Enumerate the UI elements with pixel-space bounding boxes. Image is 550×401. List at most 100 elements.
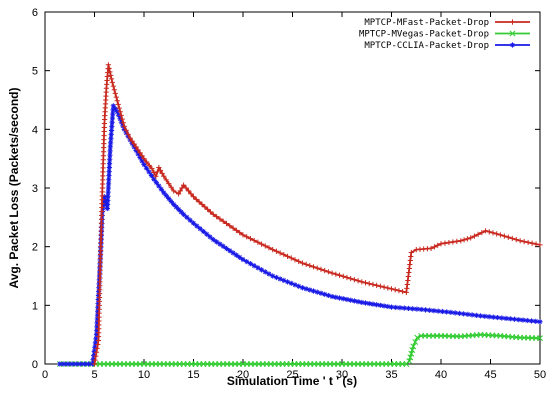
data-point	[414, 334, 421, 341]
y-tick-label: 6	[32, 7, 38, 19]
data-point	[220, 243, 226, 249]
data-point	[194, 223, 200, 229]
data-point	[329, 270, 335, 276]
data-point	[296, 258, 302, 265]
data-point	[292, 257, 298, 263]
data-point	[227, 248, 233, 254]
data-point	[322, 267, 328, 274]
data-point	[452, 310, 458, 316]
data-point	[277, 250, 283, 256]
data-point	[73, 361, 79, 367]
data-point	[255, 239, 261, 245]
legend-entry: MPTCP-CCLIA-Packet-Drop	[364, 41, 530, 51]
data-point	[479, 229, 485, 236]
data-point	[446, 239, 452, 246]
data-point	[344, 274, 350, 281]
data-point	[303, 261, 309, 267]
data-point	[108, 127, 115, 134]
data-point	[158, 186, 164, 192]
data-point	[410, 306, 416, 312]
data-point	[108, 140, 114, 146]
data-point	[307, 262, 313, 269]
data-point	[109, 115, 116, 121]
data-point	[486, 314, 492, 320]
data-point	[108, 132, 114, 138]
data-point	[110, 103, 116, 109]
data-point	[91, 353, 97, 359]
data-point	[171, 188, 177, 194]
data-point	[351, 298, 357, 304]
data-point	[190, 194, 197, 200]
y-tick-label: 0	[32, 359, 38, 371]
data-point	[95, 296, 101, 303]
data-point	[513, 237, 519, 243]
data-point	[407, 354, 414, 361]
legend-marker	[509, 42, 516, 48]
data-point	[214, 214, 220, 220]
data-point	[431, 308, 437, 314]
data-point	[370, 301, 376, 307]
data-point	[94, 320, 100, 326]
data-point	[284, 253, 291, 259]
data-point	[230, 250, 236, 256]
x-axis-title: Simulation Time ' t ' (s)	[227, 374, 357, 388]
data-point	[109, 79, 115, 85]
data-point	[230, 225, 236, 231]
data-point	[104, 205, 110, 212]
data-point	[281, 277, 287, 283]
data-point	[61, 361, 67, 367]
data-point	[121, 123, 127, 129]
data-point	[94, 328, 100, 334]
data-point	[114, 109, 120, 115]
data-point	[105, 181, 112, 187]
data-point	[333, 271, 339, 277]
data-point	[370, 281, 376, 288]
data-point	[112, 90, 118, 96]
data-point	[110, 111, 116, 117]
legend-label: MPTCP-CCLIA-Packet-Drop	[364, 41, 489, 51]
data-point	[344, 296, 350, 303]
data-point	[233, 227, 239, 233]
data-point	[151, 176, 157, 182]
data-point	[135, 151, 141, 157]
data-point	[105, 193, 111, 199]
data-point	[533, 241, 539, 247]
data-point	[524, 317, 530, 324]
data-point	[494, 231, 500, 237]
data-point	[435, 242, 441, 248]
data-point	[77, 361, 83, 367]
data-point	[503, 315, 509, 322]
data-point	[247, 261, 254, 267]
data-point	[490, 314, 496, 320]
data-point	[396, 288, 402, 294]
data-point	[115, 101, 121, 107]
data-point	[482, 228, 489, 234]
data-point	[154, 169, 160, 175]
data-point	[106, 173, 112, 179]
data-point	[528, 318, 535, 324]
data-point	[499, 315, 505, 321]
data-point	[428, 245, 434, 252]
data-point	[410, 343, 417, 350]
data-point	[385, 285, 391, 291]
data-point	[240, 256, 246, 263]
data-point	[362, 280, 369, 286]
legend-marker	[509, 19, 516, 25]
data-point	[318, 266, 324, 272]
legend-marker	[509, 30, 516, 37]
data-point	[482, 313, 488, 319]
data-point	[96, 289, 102, 295]
data-point	[438, 241, 444, 247]
data-point	[163, 193, 169, 199]
data-point	[281, 252, 287, 258]
data-point	[348, 275, 354, 282]
data-point	[418, 306, 424, 313]
data-point	[288, 255, 294, 261]
data-point	[303, 286, 309, 292]
data-point	[151, 169, 157, 176]
data-point	[266, 245, 272, 251]
data-point	[185, 188, 192, 194]
data-point	[91, 361, 98, 367]
data-point	[131, 141, 137, 147]
